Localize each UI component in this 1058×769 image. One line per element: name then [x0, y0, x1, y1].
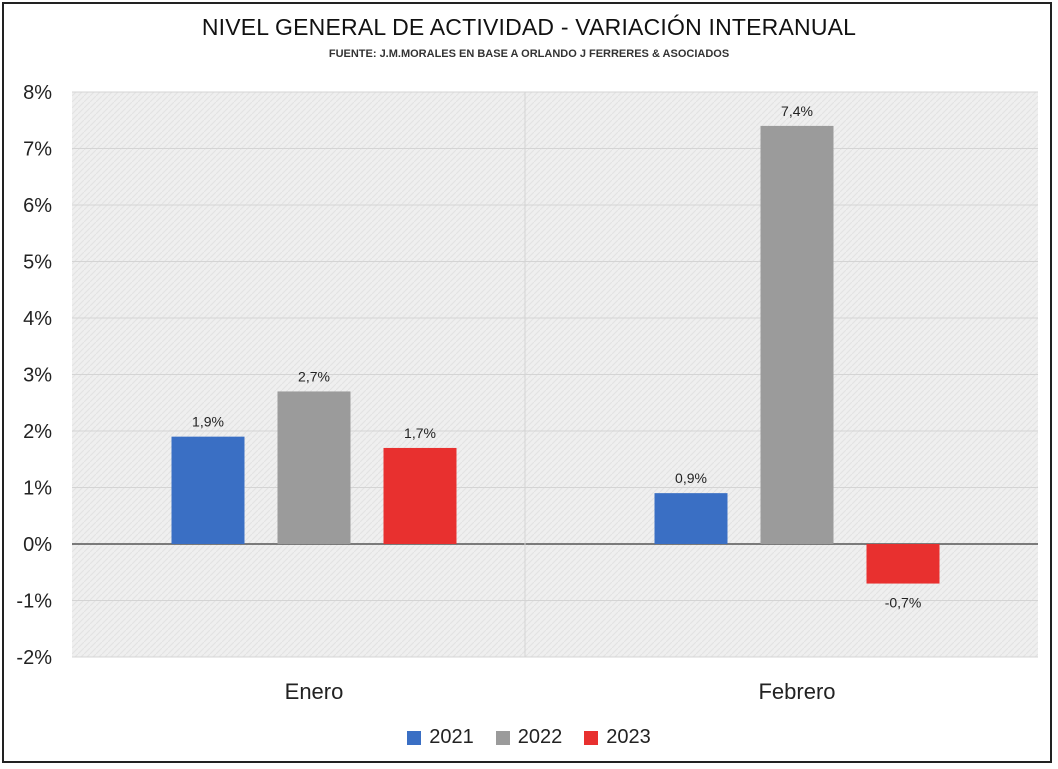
- y-tick-label: -1%: [16, 591, 52, 613]
- y-tick-label: 3%: [23, 365, 52, 387]
- legend-item-2022: 2022: [495, 726, 563, 749]
- x-axis: Enero Febrero: [285, 679, 836, 704]
- legend-item-2023: 2023: [584, 726, 651, 749]
- data-label: 1,7%: [404, 425, 436, 441]
- legend-swatch: [584, 730, 599, 745]
- y-tick-label: 8%: [23, 82, 52, 104]
- x-category-label: Enero: [285, 679, 344, 704]
- y-tick-label: 5%: [23, 252, 52, 274]
- bar-2023-febrero: [866, 544, 940, 584]
- data-label: 2,7%: [298, 368, 330, 384]
- legend-swatch: [407, 730, 422, 745]
- y-tick-label: -2%: [16, 647, 52, 669]
- bar-2022-enero: [277, 391, 351, 544]
- bar-2022-febrero: [760, 125, 834, 545]
- legend-swatch: [495, 730, 510, 745]
- data-label: 7,4%: [781, 103, 813, 119]
- data-label: 1,9%: [192, 414, 224, 430]
- data-label: -0,7%: [885, 595, 922, 611]
- bar-2021-febrero: [654, 493, 728, 544]
- y-tick-label: 0%: [23, 534, 52, 556]
- y-axis: 8% 7% 6% 5% 4% 3% 2% 1% 0% -1% -2%: [16, 82, 52, 669]
- chart-subtitle: FUENTE: J.M.MORALES EN BASE A ORLANDO J …: [328, 48, 730, 60]
- legend-label: 2023: [606, 726, 651, 748]
- y-tick-label: 7%: [23, 139, 52, 161]
- y-tick-label: 1%: [23, 478, 52, 500]
- legend-label: 2022: [517, 726, 563, 748]
- chart-title: NIVEL GENERAL DE ACTIVIDAD - VARIACIÓN I…: [201, 14, 857, 40]
- legend: 2021 2022 2023: [0, 726, 1058, 749]
- y-tick-label: 4%: [23, 308, 52, 330]
- bar-2023-enero: [383, 447, 457, 544]
- data-label: 0,9%: [675, 470, 707, 486]
- y-tick-label: 6%: [23, 195, 52, 217]
- legend-item-2021: 2021: [407, 726, 474, 749]
- x-category-label: Febrero: [758, 679, 835, 704]
- bar-2021-enero: [171, 436, 245, 544]
- y-tick-label: 2%: [23, 421, 52, 443]
- legend-label: 2021: [429, 726, 474, 748]
- bars: 1,9% 2,7% 1,7% 0,9% 7,4% -0,7%: [171, 103, 940, 611]
